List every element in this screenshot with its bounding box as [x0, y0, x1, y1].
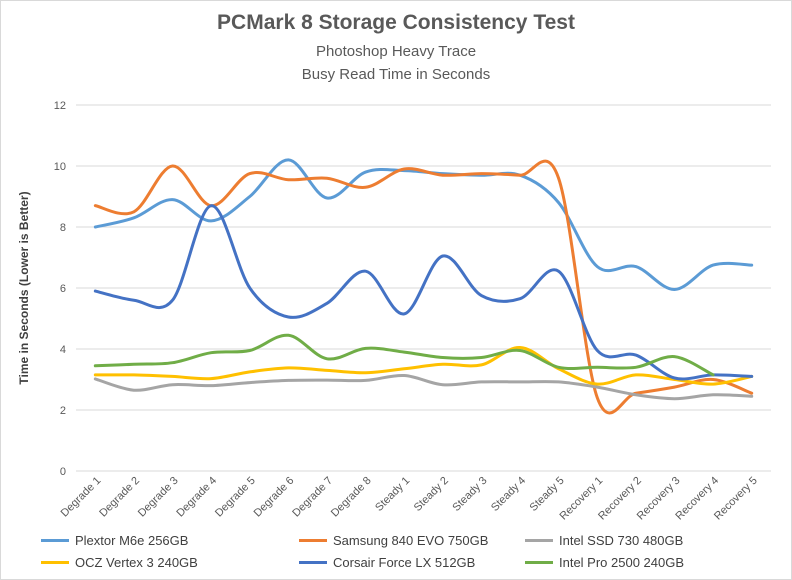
x-tick-label: Degrade 6 — [252, 475, 297, 520]
x-tick-label: Steady 3 — [450, 475, 489, 514]
legend-item: OCZ Vertex 3 240GB — [41, 553, 299, 571]
x-tick-label: Degrade 3 — [136, 475, 181, 520]
x-tick-label: Degrade 1 — [59, 475, 104, 520]
x-tick-label: Degrade 2 — [97, 475, 142, 520]
legend-label: OCZ Vertex 3 240GB — [75, 554, 198, 570]
legend-item: Plextor M6e 256GB — [41, 531, 299, 549]
legend-label: Intel SSD 730 480GB — [559, 532, 684, 548]
legend-item: Samsung 840 EVO 750GB — [299, 531, 525, 549]
series-line-intel-pro-2500-240gb — [93, 333, 715, 377]
series-line-plextor-m6e-256gb — [93, 158, 754, 292]
legend: Plextor M6e 256GB Samsung 840 EVO 750GB In… — [41, 531, 781, 571]
x-tick-label: Degrade 8 — [329, 475, 374, 520]
x-tick-label: Degrade 4 — [174, 475, 219, 520]
y-tick-label: 10 — [54, 161, 66, 173]
chart-title: PCMark 8 Storage Consistency Test — [217, 11, 575, 34]
y-tick-label: 4 — [60, 344, 66, 356]
series-lines — [93, 158, 754, 415]
legend-item: Corsair Force LX 512GB — [299, 553, 525, 571]
y-tick-label: 0 — [60, 466, 66, 478]
legend-swatch — [41, 538, 69, 542]
legend-swatch — [299, 538, 327, 542]
x-tick-label: Steady 1 — [373, 475, 412, 514]
legend-swatch — [41, 560, 69, 564]
legend-swatch — [299, 560, 327, 564]
x-tick-label: Steady 4 — [489, 475, 528, 514]
series-line-ocz-vertex-3-240gb — [93, 346, 754, 386]
y-tick-label: 8 — [60, 222, 66, 234]
x-tick-label: Degrade 7 — [290, 475, 335, 520]
x-tick-label: Degrade 5 — [213, 475, 258, 520]
legend-label: Samsung 840 EVO 750GB — [333, 532, 489, 548]
x-tick-label: Steady 2 — [412, 475, 451, 514]
legend-label: Corsair Force LX 512GB — [333, 554, 476, 570]
chart-subtitle-1: Photoshop Heavy Trace — [315, 43, 477, 60]
legend-item: Intel Pro 2500 240GB — [525, 553, 765, 571]
y-axis-label: Time in Seconds (Lower is Better) — [17, 191, 31, 384]
legend-item: Intel SSD 730 480GB — [525, 531, 765, 549]
legend-label: Intel Pro 2500 240GB — [559, 554, 685, 570]
legend-swatch — [525, 560, 553, 564]
y-tick-label: 12 — [54, 100, 66, 112]
series-line-corsair-force-lx-512gb — [93, 204, 754, 381]
y-tick-label: 6 — [60, 283, 66, 295]
legend-swatch — [525, 538, 553, 542]
series-line-intel-ssd-730-480gb — [93, 373, 754, 401]
chart-subtitle-2: Busy Read Time in Seconds — [301, 66, 491, 83]
y-tick-labels: 0 2 4 6 8 10 12 — [54, 100, 66, 478]
y-tick-label: 2 — [60, 405, 66, 417]
legend-label: Plextor M6e 256GB — [75, 532, 189, 548]
series-line-samsung-840-evo-750gb — [93, 159, 754, 415]
x-tick-label: Steady 5 — [528, 475, 567, 514]
